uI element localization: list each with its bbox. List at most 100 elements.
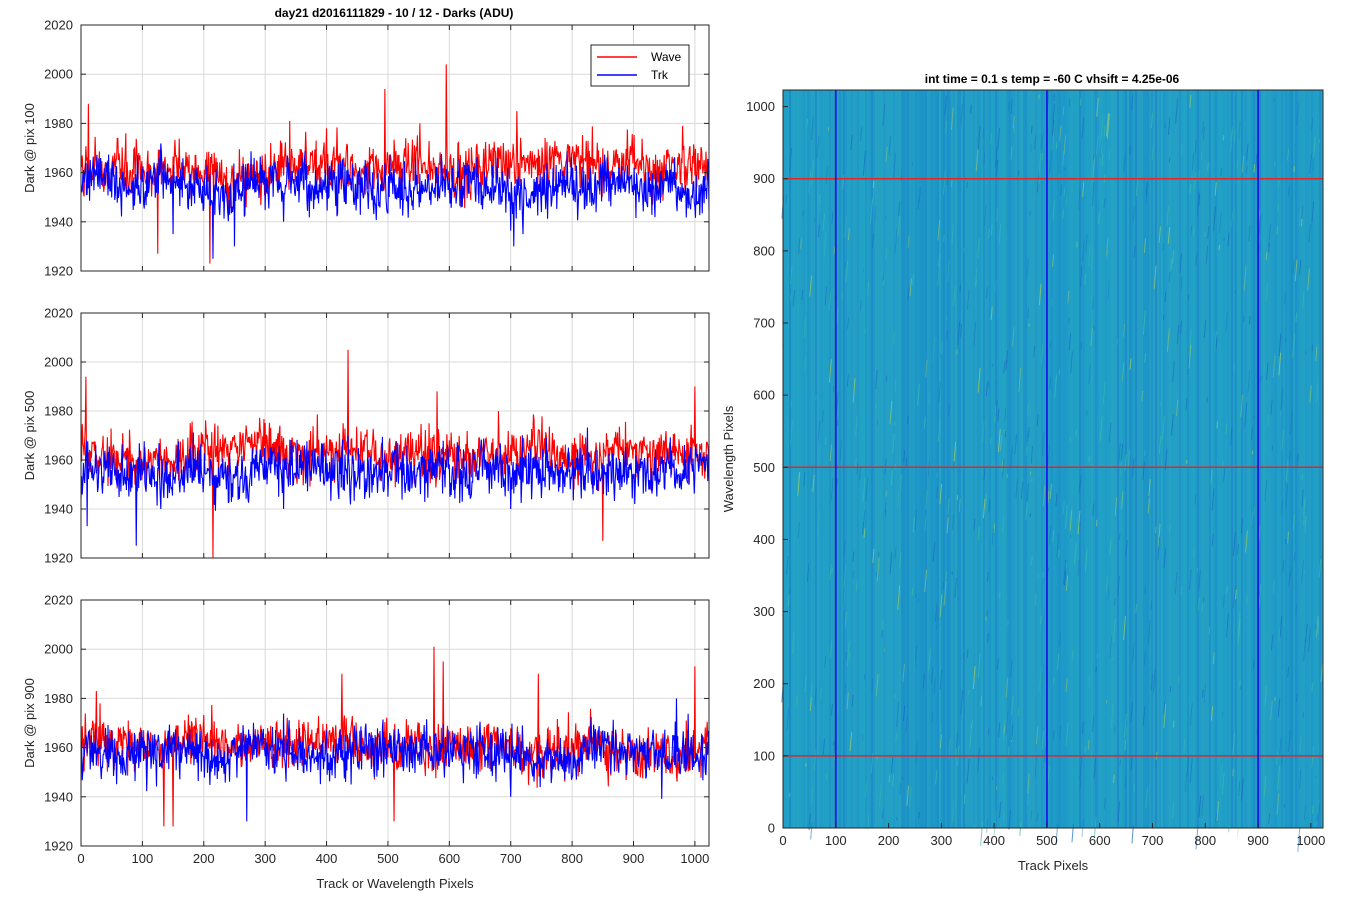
image-streak — [865, 477, 869, 502]
image-streak — [994, 280, 997, 293]
image-streak — [1198, 569, 1201, 592]
image-streak — [1026, 258, 1029, 279]
image-column — [1099, 90, 1101, 828]
image-streak — [952, 513, 955, 530]
image-column — [1095, 90, 1097, 828]
image-streak — [1001, 517, 1005, 534]
image-streak — [1230, 428, 1233, 445]
image-streak — [1189, 184, 1192, 194]
image-streak — [1065, 196, 1068, 207]
image-streak — [980, 696, 983, 707]
y-tick-label: 1940 — [44, 502, 73, 517]
image-column — [1057, 90, 1059, 828]
image-streak — [790, 400, 793, 408]
image-streak — [862, 521, 865, 535]
image-streak — [1065, 722, 1069, 746]
image-streak — [1010, 445, 1013, 470]
image-streak — [1015, 479, 1018, 499]
legend-box — [590, 44, 690, 87]
image-streak — [1167, 117, 1171, 136]
image-streak — [1272, 579, 1275, 594]
image-streak — [1082, 181, 1085, 197]
image-streak — [1317, 804, 1321, 829]
image-column — [1089, 90, 1091, 828]
image-streak — [1077, 188, 1081, 211]
image-streak — [1266, 362, 1269, 380]
image-streak — [885, 248, 888, 260]
image-streak — [810, 465, 814, 488]
image-streak — [1299, 259, 1302, 276]
image-streak — [1013, 126, 1015, 134]
image-streak — [1133, 783, 1135, 792]
image-streak — [925, 359, 928, 378]
image-streak — [1264, 685, 1268, 707]
image-column — [921, 90, 923, 828]
image-column — [1301, 90, 1303, 828]
image-streak — [1225, 423, 1228, 434]
image-column — [831, 90, 833, 828]
image-streak — [1014, 433, 1018, 455]
image-streak — [1283, 617, 1286, 627]
image-streak — [1055, 492, 1058, 507]
image-streak — [1225, 311, 1228, 333]
image-column — [941, 90, 943, 828]
image-column — [1139, 90, 1141, 828]
image-streak — [1092, 716, 1095, 732]
image-column — [981, 90, 983, 828]
image-streak — [814, 688, 817, 707]
image-streak — [897, 585, 901, 610]
image-column — [1015, 90, 1017, 828]
image-streak — [998, 223, 1002, 244]
image-streak — [1210, 706, 1214, 721]
image-streak — [909, 278, 912, 297]
image-column — [947, 90, 949, 828]
image-streak — [899, 473, 903, 490]
image-streak — [1201, 602, 1204, 612]
image-streak — [972, 666, 976, 689]
image-streak — [985, 286, 988, 299]
image-streak — [905, 456, 908, 466]
image-column — [879, 90, 881, 828]
image-streak — [804, 675, 807, 693]
image-streak — [898, 201, 901, 217]
image-streak — [1230, 130, 1233, 152]
image-streak — [810, 116, 814, 141]
image-streak — [1055, 141, 1058, 149]
image-column — [1147, 90, 1149, 828]
image-streak — [942, 582, 945, 590]
image-column — [1191, 90, 1193, 828]
image-streak — [1081, 117, 1085, 140]
image-streak — [1080, 342, 1083, 350]
image-streak — [1030, 125, 1033, 134]
image-streak — [1280, 755, 1283, 765]
image-streak — [1258, 583, 1262, 608]
image-streak — [1276, 226, 1279, 235]
image-column — [1279, 90, 1281, 828]
image-streak — [847, 317, 849, 329]
image-streak — [1085, 233, 1088, 253]
image-column — [881, 90, 883, 828]
image-streak — [1034, 755, 1038, 778]
image-streak — [986, 610, 988, 619]
image-streak — [1315, 346, 1318, 361]
image-column — [1261, 90, 1263, 828]
image-streak — [1084, 746, 1086, 754]
image-streak — [1150, 600, 1153, 610]
image-streak — [973, 519, 976, 532]
image-column — [1173, 90, 1175, 828]
image-column — [961, 90, 963, 828]
image-streak — [851, 694, 854, 707]
image-column — [811, 90, 813, 828]
y-tick-label: 1920 — [44, 551, 73, 566]
dark-image-panel: 0 100 200 300 400 500 600 700 800 900 1000 0 100 200 3… — [721, 89, 1325, 873]
x-tick-label: 600 — [1089, 833, 1111, 848]
image-streak — [821, 409, 824, 424]
x-tick-label: 0 — [779, 833, 786, 848]
image-streak — [1258, 590, 1261, 600]
image-column — [1201, 90, 1203, 828]
image-streak — [1092, 503, 1095, 516]
image-streak — [1277, 698, 1281, 717]
image-streak — [958, 498, 961, 513]
image-streak — [1051, 298, 1053, 307]
image-streak — [1145, 183, 1148, 197]
